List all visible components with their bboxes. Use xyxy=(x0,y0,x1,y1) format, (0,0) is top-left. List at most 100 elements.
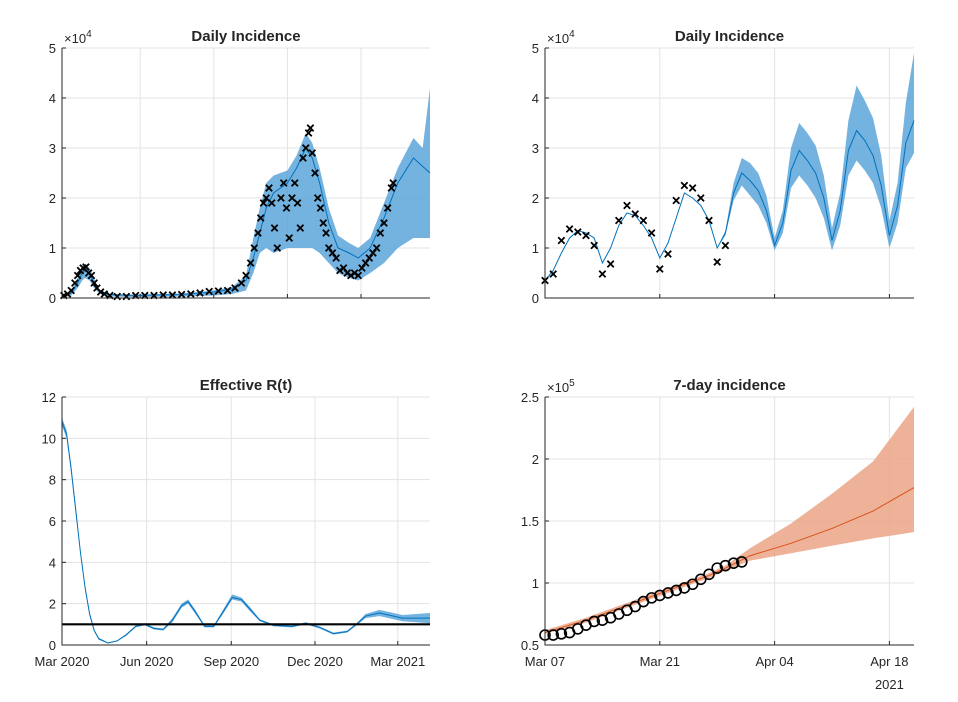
observed-point xyxy=(387,184,396,192)
y-tick-label: 0 xyxy=(532,291,539,306)
median-line xyxy=(61,421,430,644)
y-tick-label: 0 xyxy=(49,291,56,306)
y-tick-label: 3 xyxy=(49,141,56,156)
observed-point xyxy=(82,263,90,271)
observed-point xyxy=(159,291,168,299)
observed-point xyxy=(270,224,279,232)
observed-point xyxy=(555,628,568,640)
x-year-label: 2021 xyxy=(875,677,904,692)
exponent-power: 4 xyxy=(569,29,575,40)
observed-point xyxy=(614,216,623,225)
y-tick-label: 2.5 xyxy=(521,390,539,405)
observed-point xyxy=(237,279,246,287)
observed-point xyxy=(365,254,374,262)
observed-point xyxy=(113,292,122,301)
observed-point xyxy=(582,231,590,240)
exponent-power: 4 xyxy=(86,29,92,40)
x-tick-label: Mar 2020 xyxy=(35,654,90,669)
observed-point xyxy=(177,290,186,299)
confidence-band xyxy=(545,53,914,281)
y-tick-label: 1 xyxy=(532,241,539,256)
exponent-power: 5 xyxy=(569,378,575,389)
chart-title: Daily Incidence xyxy=(675,28,784,45)
y-tick-label: 2 xyxy=(49,191,56,206)
y-tick-label: 4 xyxy=(49,91,56,106)
y-tick-label: 0.5 xyxy=(521,638,539,653)
observed-point xyxy=(672,196,681,205)
observed-point xyxy=(339,264,348,272)
observed-point xyxy=(214,287,223,295)
y-tick-label: 1 xyxy=(532,576,539,591)
observed-point xyxy=(721,241,730,250)
observed-point xyxy=(596,614,609,627)
observed-point xyxy=(369,249,377,257)
observed-point xyxy=(688,184,697,192)
observed-point xyxy=(711,562,724,574)
confidence-band xyxy=(545,406,914,634)
x-tick-label: Apr 18 xyxy=(870,654,908,669)
observed-point xyxy=(606,260,615,268)
observed-point xyxy=(590,241,599,250)
observed-point xyxy=(265,184,273,192)
observed-point xyxy=(277,194,285,202)
observed-point xyxy=(694,573,707,586)
observed-point xyxy=(713,258,722,266)
observed-point xyxy=(383,204,392,212)
observed-point xyxy=(696,194,705,202)
observed-point xyxy=(662,587,674,599)
observed-point xyxy=(122,292,131,301)
y-tick-label: 0 xyxy=(49,638,56,653)
x-tick-label: Mar 21 xyxy=(640,654,680,669)
y-tick-label: 2 xyxy=(49,597,56,612)
observed-point xyxy=(647,229,656,237)
observed-point xyxy=(259,199,268,207)
observed-point xyxy=(629,600,642,613)
observed-point xyxy=(71,279,79,287)
observed-point xyxy=(389,179,398,187)
observed-point xyxy=(87,271,96,280)
y-tick-label: 6 xyxy=(49,514,56,529)
chart-title: Effective R(t) xyxy=(200,377,293,394)
observed-point xyxy=(322,229,330,237)
observed-point xyxy=(67,286,76,295)
observed-point xyxy=(254,229,262,237)
chart-title: Daily Incidence xyxy=(191,28,300,45)
observed-point xyxy=(719,559,732,572)
observed-point xyxy=(282,204,291,212)
y-tick-label: 2 xyxy=(532,452,539,467)
y-exponent-label: ×104 xyxy=(547,29,575,46)
observed-point xyxy=(645,592,658,604)
observed-point xyxy=(332,254,340,262)
exponent-base: ×10 xyxy=(547,380,569,395)
observed-point xyxy=(296,224,305,232)
observed-point xyxy=(90,279,99,287)
observed-point xyxy=(231,284,239,292)
observed-point xyxy=(547,629,560,641)
seven-day-incidence-panel: 0.5 1 1.5 2 2.5 Mar 07 Mar 21 Apr 04 Apr 18 2021 ×… xyxy=(521,377,915,692)
observed-point xyxy=(705,216,713,225)
observed-point xyxy=(100,290,109,298)
y-tick-label: 5 xyxy=(532,41,539,56)
observed-point xyxy=(703,568,715,581)
observed-point xyxy=(96,288,105,296)
observed-point xyxy=(549,270,558,278)
observed-point xyxy=(311,169,319,177)
observed-point xyxy=(655,265,664,273)
y-tick-label: 12 xyxy=(42,390,56,405)
observed-point xyxy=(279,179,288,187)
observed-point xyxy=(242,271,250,280)
observed-point xyxy=(354,271,363,280)
observed-point xyxy=(319,219,328,227)
observed-point xyxy=(196,289,204,297)
observed-point xyxy=(256,214,265,222)
observed-point xyxy=(223,286,232,295)
observed-point xyxy=(686,578,699,591)
observed-point xyxy=(670,584,683,597)
observed-point xyxy=(301,144,310,152)
observed-point xyxy=(205,287,214,296)
observed-point xyxy=(376,229,385,237)
observed-point xyxy=(372,244,381,252)
observed-point xyxy=(727,557,740,569)
y-exponent-label: ×104 xyxy=(64,29,92,46)
